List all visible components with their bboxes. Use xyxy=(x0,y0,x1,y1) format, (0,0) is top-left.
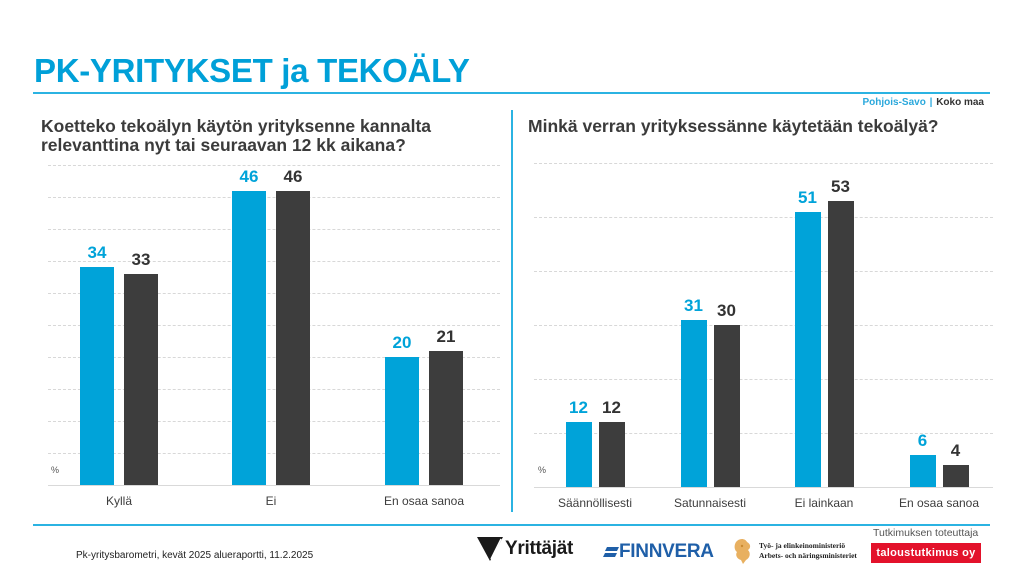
bar-region xyxy=(385,357,419,485)
gridline xyxy=(534,217,993,218)
bar-region xyxy=(80,267,114,485)
legend-national: Koko maa xyxy=(936,97,984,108)
bar-national xyxy=(429,350,463,485)
gridline xyxy=(48,453,500,454)
bar-national xyxy=(713,325,740,487)
gridline xyxy=(48,261,500,262)
bar-national xyxy=(942,465,969,487)
gridline xyxy=(534,379,993,380)
bar-region xyxy=(794,211,821,487)
left-chart-question: Koetteko tekoälyn käytön yrityksenne kan… xyxy=(41,116,431,155)
bar-national xyxy=(124,273,158,485)
tem-logo: Työ- ja elinkeinoministeriö Arbets- och … xyxy=(733,538,857,564)
left-bar-chart: 34 33 Kyllä 46 46 Ei 20 21 En osaa sanoa xyxy=(48,165,500,508)
right-chart-question: Minkä verran yrityksessänne käytetään te… xyxy=(528,116,939,136)
category-label: En osaa sanoa xyxy=(898,496,980,510)
finnvera-mark-icon xyxy=(603,547,619,557)
right-unit-label: % xyxy=(538,465,547,475)
bar-value-label: 31 xyxy=(684,295,703,315)
category-label: Ei lainkaan xyxy=(794,496,854,510)
finnish-lion-icon xyxy=(734,539,751,564)
category-label: Kyllä xyxy=(105,494,132,508)
yrittajat-emblem-icon xyxy=(477,537,503,561)
bar-value-label: 4 xyxy=(950,441,961,461)
yrittajat-logo: Yrittäjät xyxy=(477,537,573,561)
bar-value-label: 51 xyxy=(798,187,817,207)
bar-national xyxy=(598,422,625,487)
finnvera-logo: FINNVERA xyxy=(603,541,714,563)
page-title: PK-YRITYKSET ja TEKOÄLY xyxy=(34,52,470,89)
bar-national xyxy=(276,190,310,485)
chart-divider xyxy=(511,110,513,512)
legend: Pohjois-Savo | Koko maa xyxy=(862,97,984,108)
yrittajat-logo-text: Yrittäjät xyxy=(505,538,574,559)
gridline xyxy=(534,433,993,434)
gridline xyxy=(48,389,500,390)
gridline xyxy=(48,165,500,166)
gridline xyxy=(534,325,993,326)
bar-national xyxy=(827,200,854,487)
gridline xyxy=(48,325,500,326)
x-axis-baseline xyxy=(534,487,993,488)
tem-logo-line1: Työ- ja elinkeinoministeriö xyxy=(759,541,846,550)
bar-value-label: 12 xyxy=(602,398,621,418)
gridline xyxy=(534,271,993,272)
bar-value-label: 21 xyxy=(436,326,456,346)
tem-logo-line2: Arbets- och näringsministeriet xyxy=(759,551,857,560)
footer-source: Pk-yritysbarometri, kevät 2025 aluerapor… xyxy=(76,550,314,561)
category-label: Ei xyxy=(265,494,277,508)
taloustutkimus-logo: taloustutkimus oy xyxy=(871,543,981,563)
gridline xyxy=(48,357,500,358)
gridline xyxy=(48,229,500,230)
bar-region xyxy=(232,190,266,485)
bar-region xyxy=(680,319,707,487)
bar-value-label: 53 xyxy=(831,176,850,196)
gridline xyxy=(48,421,500,422)
bar-value-label: 6 xyxy=(917,430,928,450)
bar-region xyxy=(565,422,592,487)
category-label: En osaa sanoa xyxy=(383,494,465,508)
footer-divider xyxy=(33,524,990,526)
finnvera-logo-text: FINNVERA xyxy=(619,541,714,562)
legend-region: Pohjois-Savo xyxy=(862,97,926,108)
gridline xyxy=(48,293,500,294)
bar-value-label: 20 xyxy=(392,333,412,352)
bar-value-label: 30 xyxy=(717,301,736,320)
left-unit-label: % xyxy=(51,465,60,475)
title-divider xyxy=(33,92,990,94)
bar-value-label: 33 xyxy=(131,249,151,269)
x-axis-baseline xyxy=(48,485,500,486)
gridline xyxy=(534,163,993,164)
producer-label: Tutkimuksen toteuttaja xyxy=(873,527,979,539)
category-label: Satunnaisesti xyxy=(673,496,747,510)
bar-value-label: 46 xyxy=(239,166,259,186)
bar-value-label: 34 xyxy=(87,243,107,263)
legend-separator: | xyxy=(929,97,933,108)
bar-value-label: 12 xyxy=(569,398,588,418)
gridline xyxy=(48,197,500,198)
bar-region xyxy=(909,454,936,487)
bar-value-label: 46 xyxy=(283,166,303,186)
category-label: Säännöllisesti xyxy=(557,496,633,510)
right-bar-chart: 12 12 Säännöllisesti 31 30 Satunnaisesti 51 53 E… xyxy=(534,163,993,510)
